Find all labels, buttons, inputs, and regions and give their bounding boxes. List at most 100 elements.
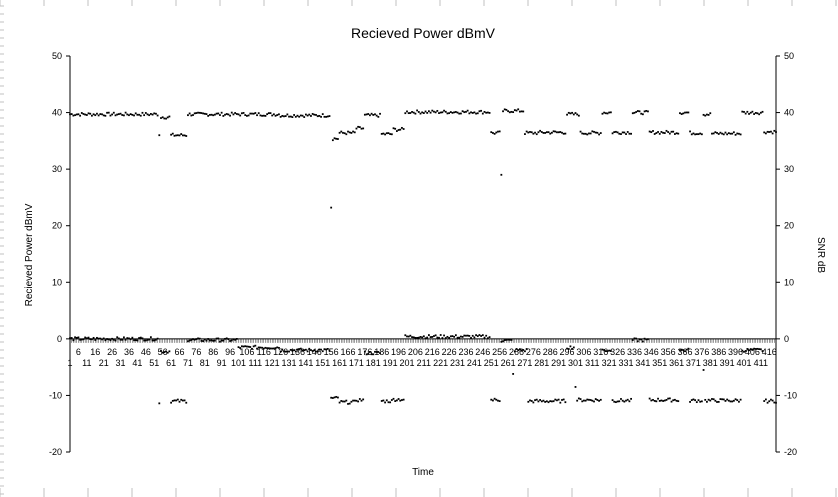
power-point bbox=[104, 114, 107, 117]
x-tick-label: 301 bbox=[568, 358, 583, 368]
snr-point bbox=[271, 347, 274, 350]
x-tick-label: 306 bbox=[576, 347, 591, 357]
snr-point bbox=[633, 337, 636, 340]
power-point bbox=[92, 113, 95, 116]
power-point bbox=[210, 113, 213, 116]
power-point bbox=[454, 111, 457, 113]
power-point bbox=[719, 131, 722, 134]
snr-point bbox=[518, 348, 521, 351]
x-tick-label: 281 bbox=[534, 358, 549, 368]
power-point bbox=[727, 132, 730, 135]
power-point bbox=[247, 114, 250, 117]
power-point bbox=[461, 110, 464, 113]
power-point bbox=[417, 111, 420, 113]
x-tick-label: 16 bbox=[90, 347, 100, 357]
power-point bbox=[299, 114, 302, 117]
snr-point bbox=[357, 400, 360, 403]
power-point bbox=[291, 116, 294, 118]
power-point bbox=[451, 111, 454, 114]
x-tick-label: 236 bbox=[458, 347, 473, 357]
snr-point bbox=[166, 351, 169, 354]
snr-point bbox=[466, 334, 469, 337]
y-tick-label: -10 bbox=[49, 390, 62, 400]
x-tick-label: 21 bbox=[99, 358, 109, 368]
snr-point bbox=[561, 399, 563, 401]
power-point bbox=[134, 112, 137, 115]
snr-point bbox=[379, 352, 381, 354]
snr-point bbox=[306, 350, 309, 353]
power-point bbox=[561, 131, 563, 134]
power-point bbox=[574, 112, 577, 114]
power-point bbox=[190, 114, 193, 117]
snr-point bbox=[663, 399, 666, 402]
snr-point bbox=[583, 399, 585, 402]
power-point bbox=[675, 132, 678, 135]
snr-point bbox=[754, 348, 757, 350]
snr-point bbox=[682, 349, 685, 352]
snr-point bbox=[416, 336, 419, 339]
power-point bbox=[433, 110, 435, 113]
snr-point bbox=[775, 401, 777, 404]
x-tick-label: 346 bbox=[644, 347, 659, 357]
power-point bbox=[667, 131, 670, 133]
power-point bbox=[283, 115, 285, 118]
power-point bbox=[670, 130, 673, 133]
power-point bbox=[229, 114, 231, 117]
power-point bbox=[529, 131, 531, 133]
x-tick-label: 96 bbox=[225, 347, 235, 357]
x-tick-label: 171 bbox=[349, 358, 364, 368]
snr-point bbox=[635, 337, 638, 340]
x-tick-label: 221 bbox=[433, 358, 448, 368]
power-point bbox=[289, 115, 292, 118]
snr-point bbox=[232, 338, 235, 341]
x-tick-label: 111 bbox=[249, 358, 263, 368]
x-tick-label: 81 bbox=[200, 358, 210, 368]
power-point bbox=[668, 132, 671, 135]
snr-point bbox=[458, 336, 461, 339]
power-point bbox=[326, 115, 329, 118]
x-tick-label: 396 bbox=[728, 347, 743, 357]
power-point bbox=[207, 114, 210, 117]
power-point bbox=[222, 115, 225, 117]
snr-point bbox=[121, 338, 124, 341]
snr-point bbox=[446, 335, 449, 338]
power-point bbox=[550, 131, 553, 134]
power-point bbox=[357, 125, 360, 128]
snr-point bbox=[389, 401, 392, 404]
power-point bbox=[416, 109, 419, 112]
snr-point bbox=[606, 350, 609, 352]
snr-point bbox=[220, 339, 223, 342]
snr-point bbox=[687, 347, 690, 350]
power-point bbox=[483, 110, 486, 113]
power-point bbox=[458, 112, 461, 115]
snr-point bbox=[301, 349, 304, 352]
snr-point bbox=[251, 347, 253, 350]
power-point bbox=[530, 131, 533, 134]
snr-point bbox=[348, 402, 351, 405]
snr-point bbox=[394, 400, 397, 402]
snr-point bbox=[338, 401, 341, 404]
power-point bbox=[556, 131, 558, 134]
snr-point bbox=[117, 337, 120, 340]
snr-point bbox=[524, 350, 526, 353]
power-point bbox=[379, 112, 381, 115]
power-point bbox=[254, 112, 257, 114]
snr-point bbox=[488, 336, 491, 339]
snr-point bbox=[540, 400, 543, 403]
power-point bbox=[618, 132, 621, 135]
x-tick-label: 136 bbox=[290, 347, 305, 357]
power-point bbox=[480, 109, 483, 112]
snr-point bbox=[353, 399, 356, 402]
snr-point bbox=[761, 350, 764, 352]
snr-point bbox=[641, 340, 644, 343]
snr-point bbox=[382, 399, 385, 402]
power-point bbox=[257, 112, 260, 115]
snr-point bbox=[409, 334, 412, 337]
power-point bbox=[689, 130, 691, 133]
power-point bbox=[473, 111, 476, 114]
power-point bbox=[197, 111, 199, 114]
snr-point bbox=[502, 340, 504, 343]
snr-point bbox=[655, 400, 658, 403]
snr-point bbox=[492, 399, 494, 402]
power-point bbox=[598, 133, 600, 136]
